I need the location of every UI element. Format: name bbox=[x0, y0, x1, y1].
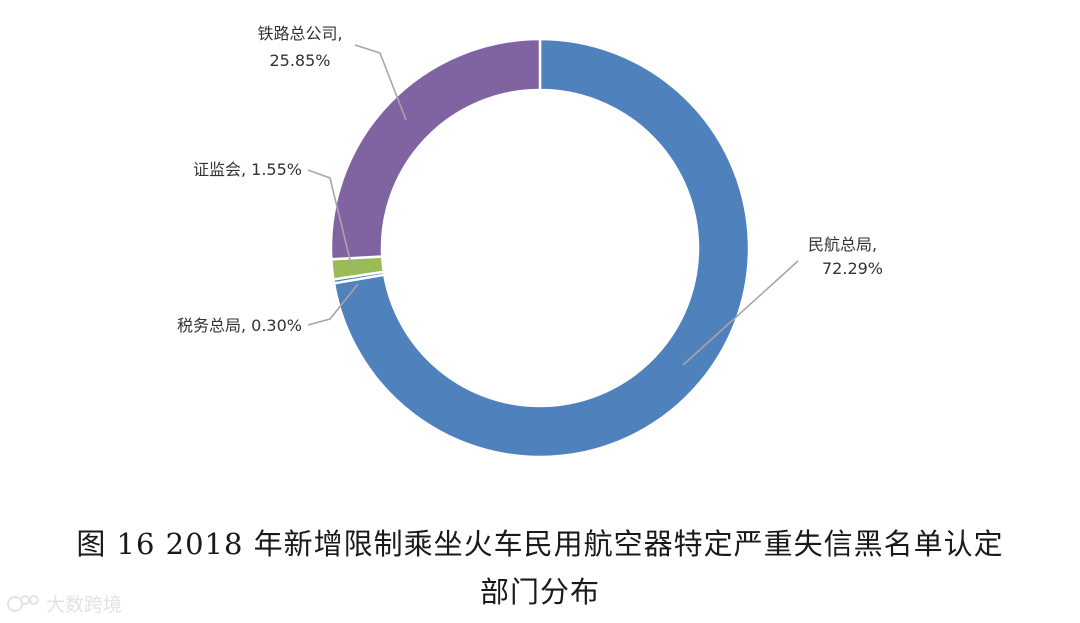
slice-label-name-4: 铁路总公司, bbox=[257, 24, 342, 43]
caption-line-1: 图 16 2018 年新增限制乘坐火车民用航空器特定严重失信黑名单认定 bbox=[76, 527, 1004, 561]
watermark-logo-icon bbox=[7, 594, 39, 612]
watermark: 大数跨境 bbox=[6, 590, 122, 617]
slice-label-3: 证监会, 1.55% bbox=[193, 160, 302, 179]
chart-area: 民航总局, 72.29% 税务总局, 0.30% 证监会, 1.55% 铁路总公司, 25… bbox=[177, 24, 883, 459]
donut-slice-4 bbox=[329, 37, 542, 261]
slice-labels: 民航总局, 72.29% 税务总局, 0.30% 证监会, 1.55% 铁路总公司, 25… bbox=[177, 24, 883, 335]
slice-label-value-4: 25.85% bbox=[269, 51, 330, 70]
slice-label-value-1: 72.29% bbox=[822, 259, 883, 278]
slice-label-2: 税务总局, 0.30% bbox=[177, 316, 302, 335]
figure-caption: 图 16 2018 年新增限制乘坐火车民用航空器特定严重失信黑名单认定 部门分布 bbox=[0, 520, 1080, 616]
donut-slice-1 bbox=[332, 37, 751, 459]
leader-line-4 bbox=[354, 44, 407, 121]
leader-lines bbox=[307, 44, 799, 366]
slice-label-name-1: 民航总局, bbox=[808, 235, 877, 254]
donut-chart: 民航总局, 72.29% 税务总局, 0.30% 证监会, 1.55% 铁路总公司, 25… bbox=[177, 24, 883, 459]
leader-line-2 bbox=[307, 283, 359, 326]
leader-line-1 bbox=[682, 260, 799, 366]
slices-group bbox=[329, 37, 751, 459]
leader-line-3 bbox=[307, 169, 353, 269]
caption-line-2: 部门分布 bbox=[479, 575, 600, 609]
watermark-text: 大数跨境 bbox=[46, 594, 123, 616]
